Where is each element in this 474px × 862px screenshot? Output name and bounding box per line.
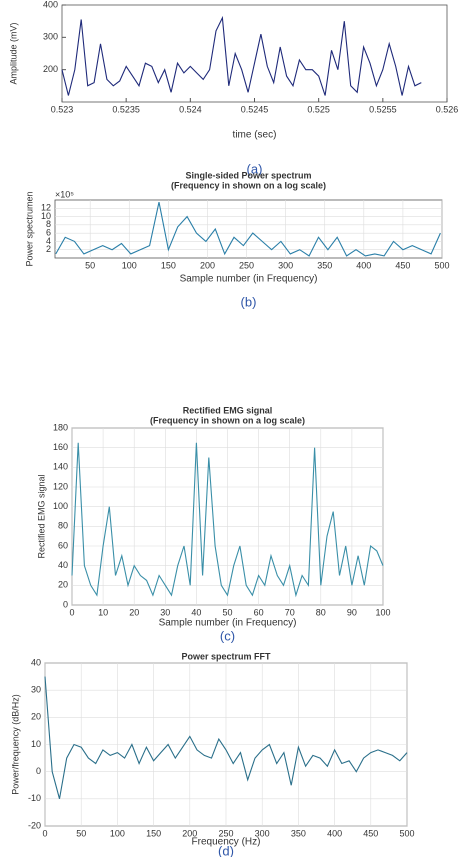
y-tick-label: 30 xyxy=(31,685,41,695)
y-tick-label: 6 xyxy=(46,228,51,238)
x-tick-label: 0 xyxy=(42,828,47,838)
y-tick-label: 200 xyxy=(43,64,58,74)
x-tick-label: 70 xyxy=(285,607,295,617)
x-tick-label: 0.5255 xyxy=(369,104,397,114)
data-line xyxy=(71,442,384,598)
data-line xyxy=(61,15,422,96)
x-tick-label: 250 xyxy=(239,260,254,270)
y-axis-label: Power spectrumen xyxy=(24,191,34,266)
y-tick-label: 180 xyxy=(53,422,68,432)
x-tick-label: 50 xyxy=(85,260,95,270)
x-tick-label: 350 xyxy=(317,260,332,270)
x-tick-label: 60 xyxy=(254,607,264,617)
y-axis-label: Amplitude (mV) xyxy=(8,22,18,84)
x-tick-label: 500 xyxy=(434,260,449,270)
chart-title: Single-sided Power spectrum xyxy=(185,170,311,180)
x-tick-label: 200 xyxy=(200,260,215,270)
y-tick-label: 0 xyxy=(36,766,41,776)
y-tick-label: 80 xyxy=(58,521,68,531)
x-tick-label: 150 xyxy=(146,828,161,838)
x-tick-label: 0.523 xyxy=(51,104,74,114)
y-tick-label: 40 xyxy=(31,657,41,667)
x-tick-label: 10 xyxy=(98,607,108,617)
x-tick-label: 0.5245 xyxy=(241,104,269,114)
plot-area xyxy=(61,4,448,103)
x-tick-label: 450 xyxy=(395,260,410,270)
y-tick-label: 4 xyxy=(46,236,51,246)
x-axis-label: Sample number (in Frequency) xyxy=(159,618,297,629)
x-tick-label: 0 xyxy=(69,607,74,617)
x-axis-label: time (sec) xyxy=(233,130,277,141)
x-tick-label: 80 xyxy=(316,607,326,617)
caption: (d) xyxy=(218,843,234,857)
x-tick-label: 400 xyxy=(327,828,342,838)
data-line xyxy=(44,676,408,799)
y-tick-label: 60 xyxy=(58,540,68,550)
y-tick-label: 20 xyxy=(31,712,41,722)
x-tick-label: 50 xyxy=(76,828,86,838)
x-tick-label: 90 xyxy=(347,607,357,617)
chart-panel: 200 300 400 0.523 0.5235 0.524 0.5245 0.525 0.52… xyxy=(8,0,458,176)
y-axis-label: Power/frequency (dB/Hz) xyxy=(10,694,20,795)
x-tick-label: 300 xyxy=(278,260,293,270)
y-tick-label: 100 xyxy=(53,501,68,511)
x-tick-label: 0.5235 xyxy=(112,104,140,114)
x-tick-label: 150 xyxy=(161,260,176,270)
x-tick-label: 40 xyxy=(191,607,201,617)
y-tick-label: 0 xyxy=(63,599,68,609)
y-tick-label: 10 xyxy=(31,739,41,749)
y-tick-label: -20 xyxy=(28,820,41,830)
y-tick-label: -10 xyxy=(28,793,41,803)
chart-panel: 0 20 40 60 80 100 120 140 160 180 0 10 20 30 40 50 60 70 8… xyxy=(36,405,390,643)
chart-title: (Frequency in shown on a log scale) xyxy=(150,415,305,425)
x-tick-label: 100 xyxy=(110,828,125,838)
y-tick-label: 120 xyxy=(53,481,68,491)
y-tick-label: 8 xyxy=(46,219,51,229)
x-tick-label: 250 xyxy=(218,828,233,838)
chart-title: (Frequency in shown on a log scale) xyxy=(171,180,326,190)
x-tick-label: 100 xyxy=(122,260,137,270)
y-tick-label: 40 xyxy=(58,560,68,570)
plot-area xyxy=(54,199,443,259)
y-axis-label: Rectified EMG signal xyxy=(36,474,46,558)
x-tick-label: 50 xyxy=(222,607,232,617)
caption: (a) xyxy=(247,161,263,176)
x-axis-label: Sample number (in Frequency) xyxy=(180,274,318,285)
x-tick-label: 0.526 xyxy=(436,104,459,114)
x-tick-label: 100 xyxy=(375,607,390,617)
x-tick-label: 200 xyxy=(182,828,197,838)
y-tick-label: 10 xyxy=(41,211,51,221)
x-tick-label: 30 xyxy=(160,607,170,617)
x-tick-label: 20 xyxy=(129,607,139,617)
y-tick-label: 400 xyxy=(43,0,58,9)
y-tick-label: 300 xyxy=(43,32,58,42)
y-tick-label: 140 xyxy=(53,462,68,472)
data-line xyxy=(55,201,441,257)
x-tick-label: 500 xyxy=(399,828,414,838)
caption: (c) xyxy=(220,628,235,643)
y-tick-label: 160 xyxy=(53,442,68,452)
x-axis-label: Frequency (Hz) xyxy=(192,837,261,848)
caption: (b) xyxy=(241,294,257,309)
y-tick-label: 12 xyxy=(41,203,51,213)
y-multiplier: ×10⁵ xyxy=(55,189,74,199)
y-tick-label: 2 xyxy=(46,244,51,254)
x-tick-label: 0.525 xyxy=(307,104,330,114)
chart-title: Rectified EMG signal xyxy=(183,405,273,415)
x-tick-label: 450 xyxy=(363,828,378,838)
x-tick-label: 400 xyxy=(356,260,371,270)
x-tick-label: 0.524 xyxy=(179,104,202,114)
chart-title: Power spectrum FFT xyxy=(181,651,271,661)
y-tick-label: 20 xyxy=(58,580,68,590)
x-tick-label: 350 xyxy=(291,828,306,838)
x-tick-label: 300 xyxy=(255,828,270,838)
